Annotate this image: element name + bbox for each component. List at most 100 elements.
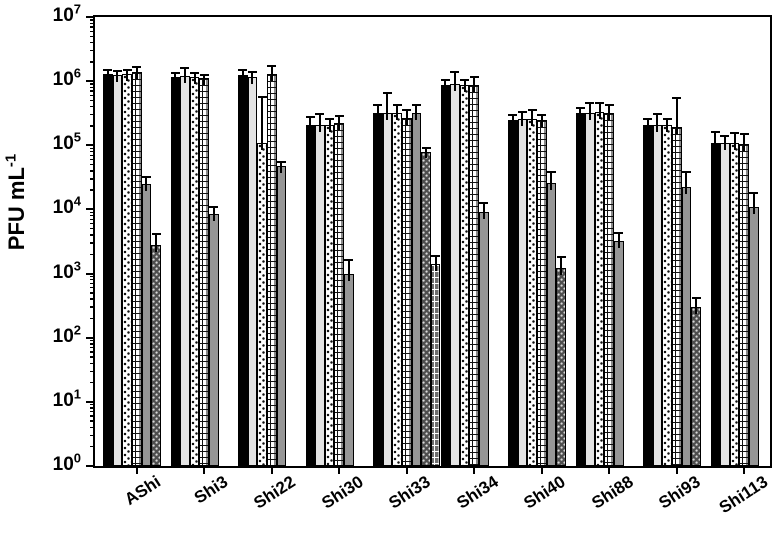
- error-bar-cap: [392, 103, 402, 106]
- bar-black-solid: [710, 142, 721, 466]
- error-bar-cap: [546, 170, 556, 173]
- error-bar-cap: [382, 92, 392, 95]
- error-bar-cap: [257, 95, 267, 98]
- y-minor-tick: [90, 94, 95, 97]
- bar-dark-gray-checkered: [691, 307, 701, 466]
- y-minor-tick: [90, 178, 95, 180]
- y-minor-tick: [90, 154, 95, 156]
- x-tick: [338, 468, 341, 474]
- y-minor-tick: [90, 362, 95, 364]
- y-minor-tick: [90, 275, 95, 278]
- error-bar-cap: [199, 73, 209, 76]
- error-bar-line: [126, 69, 129, 81]
- error-bar-cap: [595, 101, 605, 104]
- error-bar-line: [405, 109, 408, 125]
- bar-medium-gray-solid: [749, 206, 759, 466]
- bar-white-stippled: [729, 142, 740, 466]
- error-bar-cap: [122, 68, 132, 71]
- error-bar-cap: [749, 192, 759, 195]
- y-minor-tick: [90, 99, 95, 102]
- error-bar-line: [656, 113, 659, 132]
- error-bar-line: [425, 147, 428, 159]
- y-minor-tick: [90, 105, 95, 108]
- y-axis-title-exponent: -1: [2, 153, 20, 168]
- bar-white-stippled: [122, 73, 132, 466]
- error-bar-cap: [267, 64, 277, 67]
- y-minor-tick: [90, 346, 95, 349]
- error-bar-line: [540, 114, 543, 127]
- x-tick: [473, 468, 476, 474]
- y-minor-tick: [90, 170, 95, 172]
- x-tick: [675, 468, 678, 474]
- y-minor-tick: [90, 351, 95, 353]
- y-tick-label: 106: [52, 65, 81, 91]
- bar-light-gray-solid: [720, 142, 730, 466]
- y-minor-tick: [90, 86, 95, 89]
- error-bar-line: [482, 203, 485, 220]
- y-minor-tick: [90, 150, 95, 153]
- error-bar-cap: [691, 296, 701, 299]
- error-bar-line: [106, 69, 109, 81]
- y-minor-tick: [90, 125, 95, 127]
- y-minor-tick: [90, 282, 95, 285]
- x-tick: [135, 468, 138, 474]
- bar-white-brick: [739, 143, 750, 466]
- error-bar-cap: [469, 76, 479, 79]
- bar-medium-gray-solid: [344, 273, 354, 466]
- error-bar-line: [155, 233, 158, 252]
- x-tick: [540, 468, 543, 474]
- error-bar-line: [473, 77, 476, 92]
- y-minor-tick: [90, 35, 95, 37]
- error-bar-line: [280, 161, 283, 174]
- error-bar-line: [347, 260, 350, 281]
- bar-black-solid: [508, 119, 518, 466]
- error-bar-line: [463, 79, 466, 93]
- error-bar-line: [598, 102, 601, 120]
- error-bar-line: [251, 71, 254, 85]
- y-minor-tick: [90, 211, 95, 214]
- error-bar-line: [646, 118, 649, 132]
- error-bar-line: [752, 193, 755, 214]
- bar-white-stippled: [459, 85, 470, 466]
- y-major-tick: [86, 465, 95, 467]
- y-minor-tick: [90, 306, 95, 308]
- error-bar-line: [733, 133, 736, 150]
- error-bar-cap: [479, 202, 489, 205]
- bar-white-brick: [671, 127, 682, 466]
- plot-area: 100 101 102 103 104 105 106 107 AShi Shi3 Shi22 Shi…: [53, 3, 772, 517]
- y-minor-tick: [90, 22, 95, 24]
- y-axis-title-text: PFU mL: [4, 167, 29, 251]
- error-bar-line: [521, 112, 524, 126]
- bar-medium-gray-solid: [141, 183, 152, 466]
- error-bar-line: [174, 72, 177, 85]
- error-bar-cap: [411, 104, 421, 107]
- bar-light-gray-solid: [652, 124, 663, 466]
- bar-black-solid: [373, 112, 383, 466]
- y-minor-tick: [90, 228, 95, 230]
- error-bar-line: [560, 257, 563, 276]
- error-bar-cap: [151, 232, 161, 235]
- y-tick-label: 105: [52, 129, 81, 155]
- error-bar-cap: [537, 113, 547, 116]
- error-bar-line: [212, 206, 215, 221]
- bar-light-gray-solid: [112, 74, 123, 466]
- error-bar-cap: [141, 176, 151, 179]
- error-bar-cap: [180, 67, 190, 70]
- bar-light-gray-solid: [450, 84, 460, 466]
- x-tick-label: Shi113: [716, 472, 772, 518]
- y-minor-tick: [90, 298, 95, 300]
- error-bar-line: [588, 103, 591, 120]
- error-bar-cap: [431, 254, 441, 257]
- error-bar-cap: [373, 104, 383, 107]
- error-bar-cap: [325, 117, 335, 120]
- bar-white-brick: [199, 78, 210, 466]
- error-bar-line: [241, 69, 244, 82]
- bar-white-brick: [401, 117, 412, 466]
- error-bar-cap: [334, 114, 344, 117]
- y-minor-tick: [90, 339, 95, 342]
- y-minor-tick: [90, 343, 95, 345]
- y-tick-label: 101: [52, 386, 81, 411]
- x-tick-label-wrap: Shi113: [641, 472, 772, 517]
- bar-light-gray-solid: [517, 118, 528, 466]
- y-minor-tick: [90, 214, 95, 217]
